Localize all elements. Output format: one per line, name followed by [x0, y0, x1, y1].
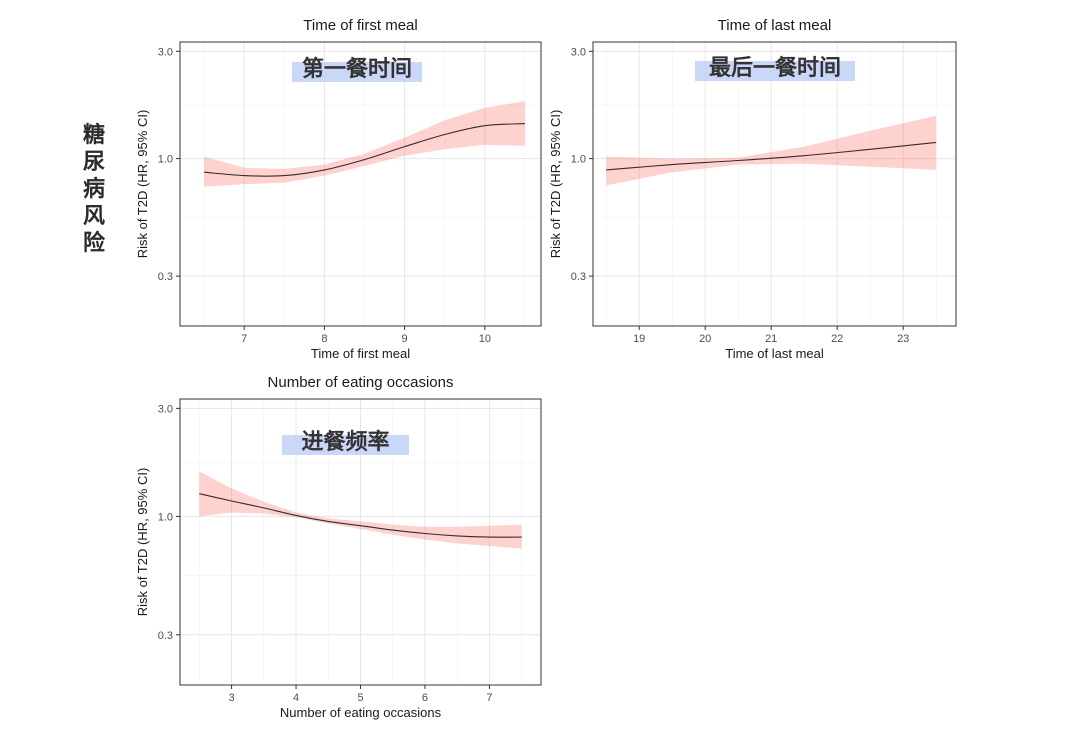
hr-line	[204, 123, 526, 177]
x-axis-title: Number of eating occasions	[280, 705, 442, 720]
annotation-label: 最后一餐时间	[709, 56, 841, 81]
y-tick-label: 1.0	[158, 511, 173, 523]
y-tick-label: 0.3	[158, 271, 173, 283]
chart-title: Time of last meal	[718, 17, 832, 34]
side-label-char: 糖	[82, 123, 105, 148]
y-tick-label: 3.0	[158, 46, 173, 58]
y-tick-label: 1.0	[158, 154, 173, 166]
ci-band	[606, 115, 937, 186]
x-tick-label: 6	[422, 692, 428, 704]
y-tick-label: 3.0	[158, 403, 173, 415]
x-axis-title: Time of last meal	[725, 346, 824, 361]
side-label-char: 尿	[82, 150, 105, 175]
annotation-label: 第一餐时间	[302, 56, 412, 82]
side-label-char: 险	[82, 231, 105, 256]
plot-frame	[179, 41, 542, 327]
side-label-char: 风	[82, 204, 105, 229]
plot-background	[180, 42, 541, 326]
x-tick-label: 4	[293, 692, 299, 704]
y-tick-label: 0.3	[158, 630, 173, 642]
ci-band	[199, 471, 522, 549]
x-tick-label: 5	[357, 692, 363, 704]
side-label-diabetes-risk: 糖 尿 病 风 险	[80, 122, 108, 257]
x-tick-label: 8	[321, 333, 327, 345]
chart-panel-3: 3.0 1.0 0.3 3 4 5 6 7 Number of eating occasions…	[135, 374, 542, 720]
x-tick-label: 22	[831, 333, 843, 345]
chart-panel-2: 3.0 1.0 0.3 19 20 21 22 23 Time of last meal Time…	[548, 17, 957, 361]
x-tick-label: 9	[402, 333, 408, 345]
x-tick-label: 20	[699, 333, 711, 345]
x-axis-title: Time of first meal	[311, 346, 410, 361]
side-label-char: 病	[82, 177, 105, 202]
y-tick-label: 1.0	[571, 154, 586, 166]
y-axis-title: Risk of T2D (HR, 95% CI)	[135, 468, 150, 617]
chart-panel-1: 3.0 1.0 0.3 7 8 9 10 Time of first meal Time of …	[135, 17, 542, 361]
ci-band	[204, 101, 525, 187]
x-tick-label: 23	[897, 333, 909, 345]
hr-line	[606, 141, 937, 171]
plot-background	[593, 42, 956, 326]
x-tick-label: 19	[633, 333, 645, 345]
y-tick-label: 0.3	[571, 271, 586, 283]
x-tick-label: 10	[479, 333, 491, 345]
chart-title: Number of eating occasions	[268, 374, 454, 391]
annotation-highlight	[292, 62, 422, 82]
x-tick-label: 3	[229, 692, 235, 704]
x-tick-label: 7	[486, 692, 492, 704]
y-axis-title: Risk of T2D (HR, 95% CI)	[135, 110, 150, 259]
plot-frame	[592, 41, 957, 327]
chart-title: Time of first meal	[303, 17, 417, 34]
annotation-label: 进餐频率	[301, 429, 389, 455]
y-axis-title: Risk of T2D (HR, 95% CI)	[548, 110, 563, 259]
y-tick-label: 3.0	[571, 46, 586, 58]
annotation-highlight	[695, 61, 855, 81]
x-tick-label: 7	[241, 333, 247, 345]
x-tick-label: 21	[765, 333, 777, 345]
annotation-highlight	[282, 435, 409, 455]
hr-line	[199, 493, 522, 538]
